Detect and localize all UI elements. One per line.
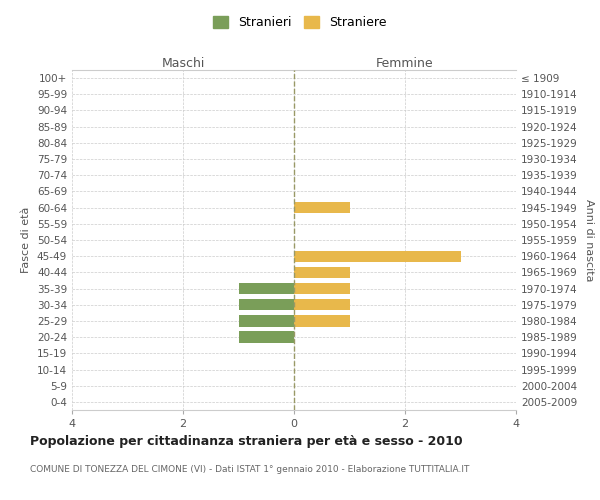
Text: Maschi: Maschi xyxy=(161,57,205,70)
Bar xyxy=(239,283,294,294)
Bar xyxy=(239,299,294,310)
Text: Femmine: Femmine xyxy=(376,57,434,70)
Bar xyxy=(294,202,350,213)
Bar xyxy=(294,299,350,310)
Text: Popolazione per cittadinanza straniera per età e sesso - 2010: Popolazione per cittadinanza straniera p… xyxy=(30,435,463,448)
Bar xyxy=(239,316,294,326)
Bar xyxy=(239,332,294,343)
Y-axis label: Fasce di età: Fasce di età xyxy=(22,207,31,273)
Bar xyxy=(294,283,350,294)
Legend: Stranieri, Straniere: Stranieri, Straniere xyxy=(208,11,392,34)
Bar xyxy=(294,316,350,326)
Y-axis label: Anni di nascita: Anni di nascita xyxy=(584,198,594,281)
Bar xyxy=(294,266,350,278)
Bar xyxy=(294,250,461,262)
Text: COMUNE DI TONEZZA DEL CIMONE (VI) - Dati ISTAT 1° gennaio 2010 - Elaborazione TU: COMUNE DI TONEZZA DEL CIMONE (VI) - Dati… xyxy=(30,465,469,474)
